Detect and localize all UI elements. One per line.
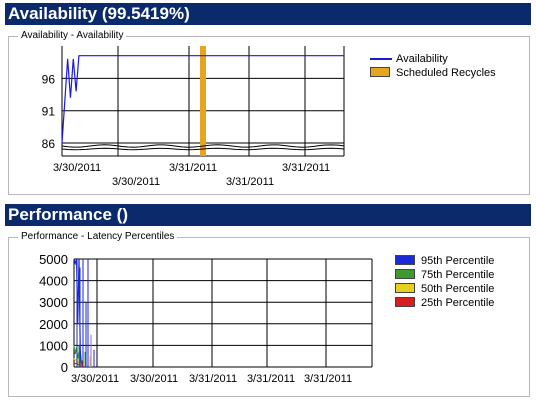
avail-y-tick-label: 96 — [42, 72, 56, 86]
avail-recycle-bar — [200, 46, 206, 156]
performance-header: Performance () — [5, 204, 531, 226]
legend-label-75th: 75th Percentile — [421, 269, 495, 281]
perf-y-tick-label: 1000 — [39, 338, 68, 353]
avail-baseline-trace — [61, 147, 345, 151]
perf-y-tick-label: 5000 — [39, 252, 68, 267]
avail-x-tick-label: 3/30/2011 — [53, 162, 101, 174]
availability-group-title: Availability - Availability — [18, 29, 127, 43]
perf-x-tick-label: 3/31/2011 — [189, 373, 237, 385]
perf-y-tick-label: 2000 — [39, 317, 68, 332]
perf-y-tick-label: 3000 — [39, 295, 68, 310]
performance-group: Performance - Latency Percentiles — [8, 230, 530, 397]
avail-x-tick-label: 3/31/2011 — [169, 162, 217, 174]
avail-x-tick-label: 3/31/2011 — [226, 176, 274, 188]
availability-header: Availability (99.5419%) — [5, 3, 531, 25]
legend-label-scheduled-recycles: Scheduled Recycles — [396, 67, 496, 79]
legend-swatch-availability — [370, 58, 392, 60]
perf-y-tick-label: 4000 — [39, 274, 68, 289]
legend-label-50th: 50th Percentile — [421, 283, 495, 295]
perf-x-tick-label: 3/30/2011 — [130, 373, 178, 385]
perf-x-tick-label: 3/30/2011 — [71, 373, 119, 385]
legend-label-95th: 95th Percentile — [421, 255, 495, 267]
legend-swatch-75th — [395, 269, 415, 279]
avail-y-tick-label: 86 — [42, 137, 56, 151]
legend-swatch-95th — [395, 255, 415, 265]
legend-swatch-scheduled-recycles — [370, 67, 390, 77]
availability-group: Availability - Availability — [8, 29, 530, 195]
perf-x-tick-label: 3/31/2011 — [247, 373, 295, 385]
avail-y-tick-label: 91 — [42, 105, 56, 119]
legend-label-25th: 25th Percentile — [421, 297, 495, 309]
performance-group-title: Performance - Latency Percentiles — [18, 230, 178, 244]
legend-swatch-50th — [395, 283, 415, 293]
legend-label-availability: Availability — [396, 53, 448, 65]
avail-x-tick-label: 3/31/2011 — [282, 162, 330, 174]
perf-y-tick-label: 0 — [61, 360, 68, 375]
avail-series-line — [61, 55, 344, 144]
avail-x-tick-label: 3/30/2011 — [112, 176, 160, 188]
perf-x-tick-label: 3/31/2011 — [304, 373, 352, 385]
avail-baseline-trace — [61, 144, 345, 148]
legend-swatch-25th — [395, 297, 415, 307]
